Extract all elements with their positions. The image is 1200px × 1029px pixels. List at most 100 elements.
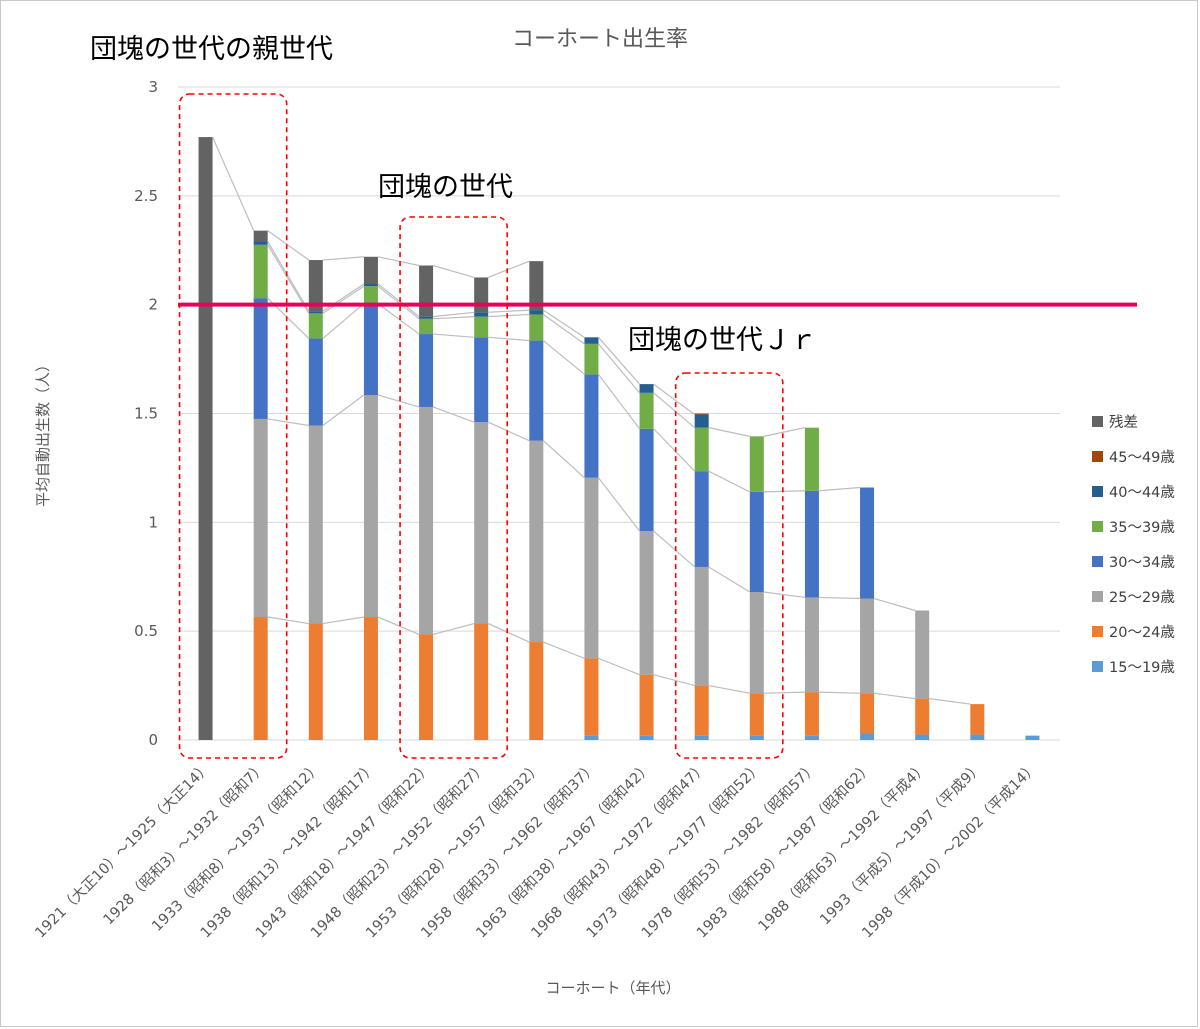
series-connector-line — [322, 283, 365, 312]
bar-segment — [529, 310, 544, 315]
legend-label: 15～19歳 — [1109, 659, 1175, 676]
legend-label: 残差 — [1109, 414, 1138, 431]
series-connector-line — [708, 566, 751, 593]
bar-segment — [639, 674, 654, 736]
bar-segment — [749, 735, 764, 740]
y-tick-label: 3 — [148, 78, 158, 96]
series-connector-line — [487, 421, 530, 442]
annotation-baby-boomers-jr: 団塊の世代Ｊｒ — [628, 325, 817, 356]
y-tick-label: 2 — [148, 296, 158, 314]
bar-segment — [363, 303, 378, 395]
series-connector-line — [432, 264, 475, 279]
bar-segment — [639, 392, 654, 429]
bar-segment — [694, 414, 709, 428]
bar-segment — [253, 298, 268, 419]
legend-label: 30～34歳 — [1109, 554, 1175, 571]
series-connector-line — [929, 698, 971, 705]
series-connector-line — [763, 591, 806, 599]
bar-segment — [253, 418, 268, 618]
bar-segment — [419, 316, 434, 319]
series-connector-line — [597, 336, 641, 385]
bar-segment — [584, 337, 599, 344]
annotation-parent-generation: 団塊の世代の親世代 — [90, 34, 333, 65]
series-connector-line — [322, 303, 365, 339]
bar-segment — [860, 693, 875, 734]
series-connector-line — [873, 597, 916, 612]
legend-label: 35～39歳 — [1109, 519, 1175, 536]
bar-segment — [363, 286, 378, 304]
series-connector-line — [653, 530, 696, 568]
series-connector-line — [653, 383, 696, 416]
bar-segment — [363, 617, 378, 740]
series-connector-line — [873, 692, 916, 700]
highlight-boxes — [178, 93, 784, 759]
y-axis-ticks: 0 0.5 1 1.5 2 2.5 3 — [134, 78, 158, 749]
series-connector-line — [377, 285, 420, 320]
y-tick-label: 0.5 — [134, 622, 158, 640]
series-connector-line — [542, 440, 585, 479]
bar-segment — [584, 343, 599, 375]
series-connector-line — [322, 394, 365, 426]
bar-segment — [694, 413, 709, 415]
series-connector-line — [708, 684, 750, 694]
bar-segment — [694, 735, 709, 740]
trend-lines — [212, 136, 971, 705]
legend-label: 25～29歳 — [1109, 589, 1175, 606]
series-connector-line — [487, 260, 530, 279]
legend-swatch — [1092, 556, 1103, 567]
bar-segment — [308, 338, 323, 426]
series-connector-line — [542, 340, 585, 375]
series-connector-line — [763, 490, 805, 493]
series-connector-line — [597, 477, 641, 532]
bar-segment — [474, 337, 489, 423]
bar-segment — [749, 693, 764, 736]
y-tick-label: 0 — [148, 731, 158, 749]
legend-swatch — [1092, 626, 1103, 637]
series-connector-line — [267, 418, 309, 427]
legend-swatch — [1092, 416, 1103, 427]
bar-segment — [419, 318, 434, 335]
series-connector-line — [542, 313, 585, 345]
series-connector-line — [267, 230, 310, 261]
series-connector-line — [543, 641, 585, 659]
series-connector-line — [818, 596, 861, 600]
highlight-box — [178, 93, 288, 759]
legend-label: 20～24歳 — [1109, 624, 1175, 641]
bar-segment — [363, 394, 378, 618]
bar-segment — [363, 283, 378, 287]
bar-segment — [474, 277, 489, 313]
series-connector-line — [488, 336, 530, 342]
bar-segment — [308, 623, 323, 740]
legend-swatch — [1092, 661, 1103, 672]
legend-label: 40～44歳 — [1109, 484, 1175, 501]
series-connector-line — [487, 623, 530, 643]
series-connector-line — [432, 622, 475, 636]
y-tick-label: 1 — [148, 513, 158, 531]
series-connector-line — [433, 333, 475, 338]
bar-segment — [915, 734, 930, 740]
legend-swatch — [1092, 451, 1103, 462]
series-connector-line — [488, 313, 530, 318]
bar-segment — [529, 261, 544, 311]
series-connector-line — [377, 616, 420, 635]
series-connector-line — [322, 616, 365, 625]
series-connector-line — [763, 427, 806, 437]
bar-segment — [749, 491, 764, 592]
bar-segment — [639, 428, 654, 532]
annotation-baby-boomers: 団塊の世代 — [378, 172, 513, 203]
bar-segment — [804, 597, 819, 693]
bar-segment — [749, 436, 764, 492]
bars — [198, 137, 1040, 740]
bar-segment — [860, 487, 875, 599]
bar-segment — [694, 471, 709, 567]
bar-segment — [198, 137, 213, 740]
series-connector-line — [322, 285, 365, 314]
bar-segment — [253, 241, 268, 245]
bar-segment — [749, 591, 764, 694]
bar-segment — [584, 374, 599, 478]
bar-segment — [970, 734, 985, 740]
legend-swatch — [1092, 591, 1103, 602]
y-axis-title: 平均自動出生数（人） — [34, 357, 52, 507]
bar-segment — [474, 312, 489, 317]
